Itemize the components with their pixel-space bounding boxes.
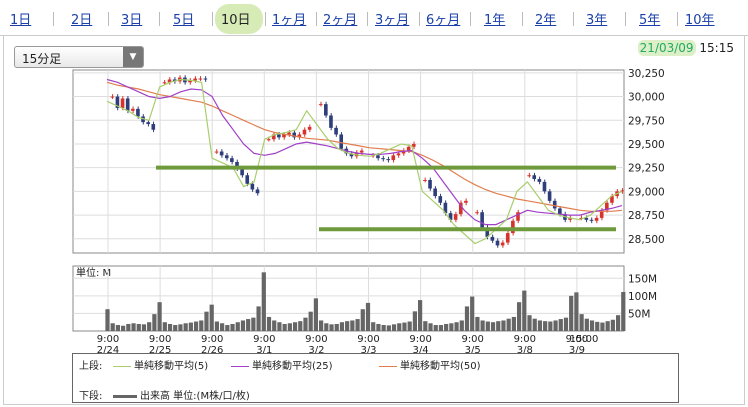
tab-4[interactable]: 10日 bbox=[221, 13, 251, 28]
tab-1[interactable]: 2日 bbox=[71, 13, 93, 28]
tab-9[interactable]: 1年 bbox=[484, 13, 506, 28]
tab-separator bbox=[367, 12, 368, 26]
tab-3[interactable]: 5日 bbox=[173, 13, 195, 28]
ma5-line-swatch bbox=[113, 365, 131, 367]
tab-8[interactable]: 6ヶ月 bbox=[426, 13, 461, 28]
legend-volume-label: 出来高 単位:(M株/口/枚) bbox=[140, 391, 250, 402]
tab-13[interactable]: 10年 bbox=[685, 13, 715, 28]
tab-6[interactable]: 2ヶ月 bbox=[323, 13, 358, 28]
tab-10[interactable]: 2年 bbox=[535, 13, 557, 28]
tab-12[interactable]: 5年 bbox=[639, 13, 661, 28]
volume-line-swatch bbox=[113, 394, 137, 398]
tab-0[interactable]: 1日 bbox=[10, 13, 32, 28]
legend-ma5: 単純移動平均(5) bbox=[113, 357, 208, 372]
tab-separator bbox=[419, 12, 420, 26]
chart-panel bbox=[3, 36, 745, 405]
legend-ma50-label: 単純移動平均(50) bbox=[400, 361, 481, 372]
tab-11[interactable]: 3年 bbox=[586, 13, 608, 28]
legend-ma5-label: 単純移動平均(5) bbox=[134, 361, 209, 372]
ma25-line-swatch bbox=[231, 365, 249, 367]
tab-separator bbox=[573, 12, 574, 26]
legend-ma25: 単純移動平均(25) bbox=[231, 357, 333, 372]
tab-separator bbox=[159, 12, 160, 26]
tab-5[interactable]: 1ヶ月 bbox=[272, 13, 307, 28]
active-tab-highlight bbox=[215, 4, 263, 34]
interval-select[interactable]: 15分足 ▼ bbox=[14, 46, 144, 68]
tab-separator bbox=[470, 12, 471, 26]
tab-separator bbox=[316, 12, 317, 26]
tab-separator bbox=[522, 12, 523, 26]
tab-separator bbox=[108, 12, 109, 26]
tab-separator bbox=[677, 12, 678, 26]
ma50-line-swatch bbox=[379, 365, 397, 367]
last-updated-time: 15:15 bbox=[699, 41, 734, 55]
tab-separator bbox=[265, 12, 266, 26]
tab-7[interactable]: 3ヶ月 bbox=[375, 13, 410, 28]
tab-separator bbox=[625, 12, 626, 26]
legend-volume: 出来高 単位:(M株/口/枚) bbox=[113, 387, 250, 402]
tab-separator bbox=[53, 12, 54, 26]
tab-divider bbox=[0, 35, 748, 36]
tab-separator bbox=[212, 12, 213, 26]
chevron-down-icon[interactable]: ▼ bbox=[123, 47, 143, 67]
legend-lower-label: 下段: bbox=[79, 391, 103, 402]
legend-ma25-label: 単純移動平均(25) bbox=[252, 361, 333, 372]
tab-2[interactable]: 3日 bbox=[121, 13, 143, 28]
legend-upper-label: 上段: bbox=[79, 361, 103, 372]
last-updated-date: 21/03/09 bbox=[637, 40, 696, 56]
chart-legend: 上段: 単純移動平均(5) 単純移動平均(25) 単純移動平均(50) 下段: … bbox=[72, 353, 679, 403]
last-updated: 21/03/09 15:15 bbox=[637, 40, 734, 56]
period-tabs: 1日 2日 3日 5日 10日 1ヶ月 2ヶ月 3ヶ月 6ヶ月 1年 2年 3年 5年 10年 bbox=[0, 0, 748, 36]
legend-ma50: 単純移動平均(50) bbox=[379, 357, 481, 372]
interval-select-value: 15分足 bbox=[22, 52, 62, 66]
